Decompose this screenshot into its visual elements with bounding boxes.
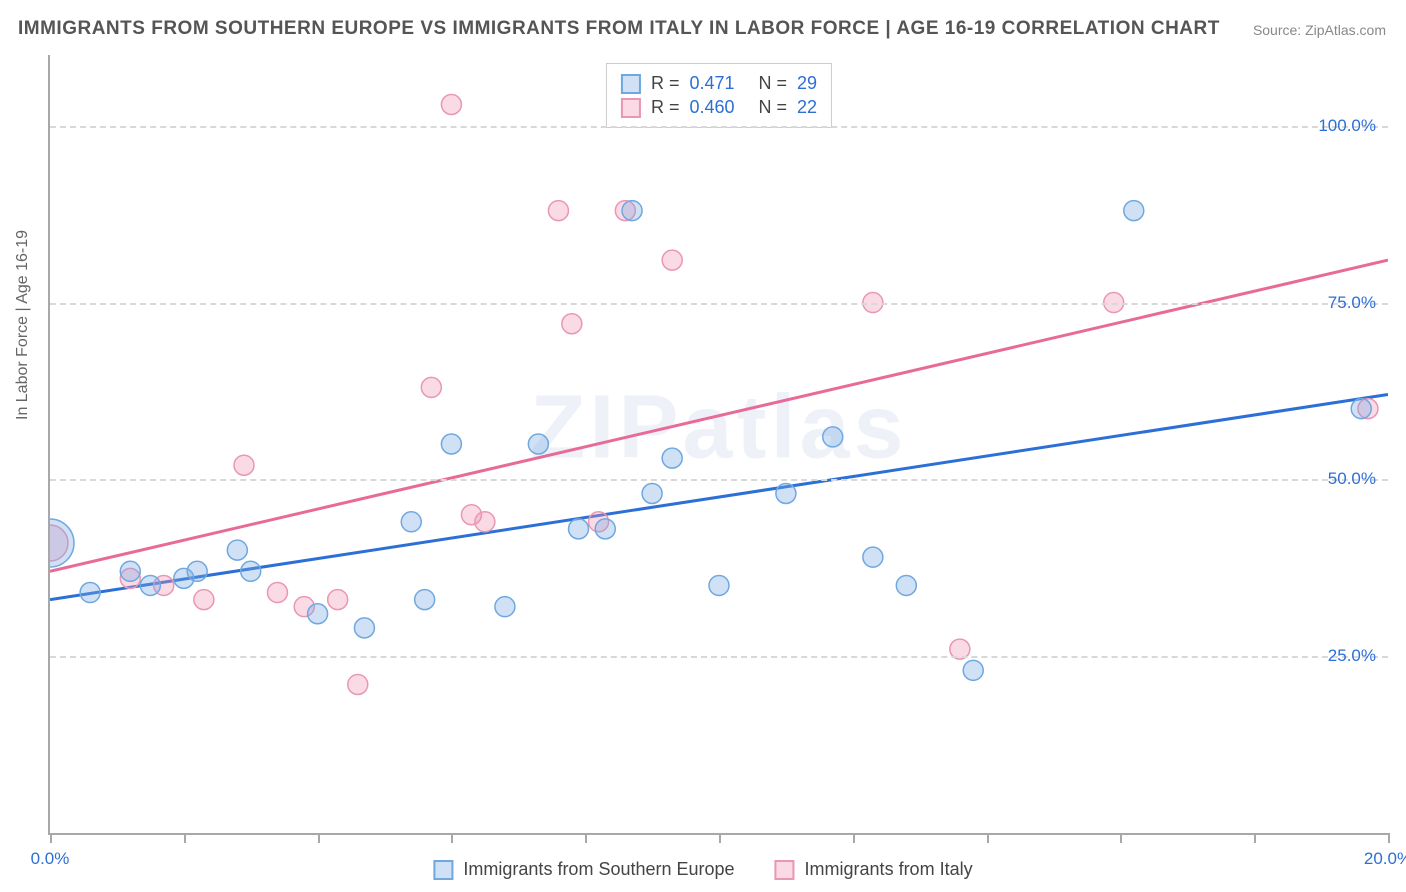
n-value: 22 — [797, 97, 817, 118]
r-label: R = — [651, 73, 680, 94]
y-tick-label: 50.0% — [1328, 469, 1376, 489]
data-point — [709, 575, 729, 595]
data-point — [308, 604, 328, 624]
legend-item: Immigrants from Southern Europe — [433, 859, 734, 880]
x-tick — [1388, 833, 1390, 843]
data-point — [174, 568, 194, 588]
data-point — [1358, 399, 1378, 419]
n-label: N = — [759, 73, 788, 94]
regression-line — [50, 394, 1388, 599]
legend-item: Immigrants from Italy — [775, 859, 973, 880]
data-point — [154, 575, 174, 595]
y-tick-label: 100.0% — [1318, 116, 1376, 136]
data-point — [441, 434, 461, 454]
x-tick — [50, 833, 52, 843]
data-point — [50, 525, 68, 561]
n-value: 29 — [797, 73, 817, 94]
gridline — [50, 656, 1388, 658]
chart-svg-layer — [50, 55, 1388, 833]
chart-plot-area: ZIPatlas R = 0.471 N = 29 R = 0.460 N = … — [48, 55, 1388, 835]
data-point — [495, 597, 515, 617]
data-point — [562, 314, 582, 334]
data-point — [140, 575, 160, 595]
data-point — [896, 575, 916, 595]
x-tick — [1254, 833, 1256, 843]
data-point — [415, 590, 435, 610]
chart-title: IMMIGRANTS FROM SOUTHERN EUROPE VS IMMIG… — [18, 18, 1220, 40]
y-tick-label: 75.0% — [1328, 293, 1376, 313]
x-tick — [451, 833, 453, 843]
data-point — [776, 484, 796, 504]
chart-container: IMMIGRANTS FROM SOUTHERN EUROPE VS IMMIG… — [0, 0, 1406, 892]
data-point — [187, 561, 207, 581]
gridline — [50, 126, 1388, 128]
data-point — [528, 434, 548, 454]
legend-swatch-pink — [775, 860, 795, 880]
data-point — [569, 519, 589, 539]
stats-legend-box: R = 0.471 N = 29 R = 0.460 N = 22 — [606, 63, 832, 128]
data-point — [294, 597, 314, 617]
data-point — [642, 484, 662, 504]
y-tick-label: 25.0% — [1328, 646, 1376, 666]
gridline — [50, 303, 1388, 305]
regression-line — [50, 260, 1388, 571]
data-point — [548, 201, 568, 221]
x-tick — [987, 833, 989, 843]
data-point — [1351, 399, 1371, 419]
data-point — [589, 512, 609, 532]
data-point — [662, 250, 682, 270]
data-point — [401, 512, 421, 532]
data-point — [461, 505, 481, 525]
watermark: ZIPatlas — [530, 377, 907, 480]
x-tick — [1120, 833, 1122, 843]
data-point — [241, 561, 261, 581]
data-point — [227, 540, 247, 560]
legend-swatch-blue — [433, 860, 453, 880]
r-value: 0.471 — [689, 73, 734, 94]
data-point — [50, 519, 74, 567]
stats-legend-row: R = 0.460 N = 22 — [621, 97, 817, 118]
data-point — [80, 583, 100, 603]
data-point — [823, 427, 843, 447]
data-point — [194, 590, 214, 610]
data-point — [963, 660, 983, 680]
data-point — [120, 568, 140, 588]
gridline — [50, 479, 1388, 481]
r-value: 0.460 — [689, 97, 734, 118]
data-point — [622, 201, 642, 221]
data-point — [595, 519, 615, 539]
legend-swatch-blue — [621, 74, 641, 94]
x-tick — [853, 833, 855, 843]
data-point — [1124, 201, 1144, 221]
data-point — [267, 583, 287, 603]
series-legend: Immigrants from Southern Europe Immigran… — [433, 859, 972, 880]
data-point — [863, 547, 883, 567]
data-point — [441, 95, 461, 115]
r-label: R = — [651, 97, 680, 118]
data-point — [328, 590, 348, 610]
data-point — [421, 377, 441, 397]
source-label: Source: ZipAtlas.com — [1253, 22, 1386, 38]
data-point — [120, 561, 140, 581]
data-point — [615, 201, 635, 221]
x-tick — [184, 833, 186, 843]
legend-label: Immigrants from Southern Europe — [463, 859, 734, 880]
legend-label: Immigrants from Italy — [805, 859, 973, 880]
data-point — [234, 455, 254, 475]
data-point — [354, 618, 374, 638]
legend-swatch-pink — [621, 98, 641, 118]
x-tick-label: 20.0% — [1364, 849, 1406, 869]
data-point — [475, 512, 495, 532]
data-point — [348, 674, 368, 694]
stats-legend-row: R = 0.471 N = 29 — [621, 73, 817, 94]
x-tick — [585, 833, 587, 843]
n-label: N = — [759, 97, 788, 118]
x-tick — [318, 833, 320, 843]
data-point — [662, 448, 682, 468]
x-tick-label: 0.0% — [31, 849, 70, 869]
x-tick — [719, 833, 721, 843]
y-axis-label: In Labor Force | Age 16-19 — [14, 230, 32, 420]
